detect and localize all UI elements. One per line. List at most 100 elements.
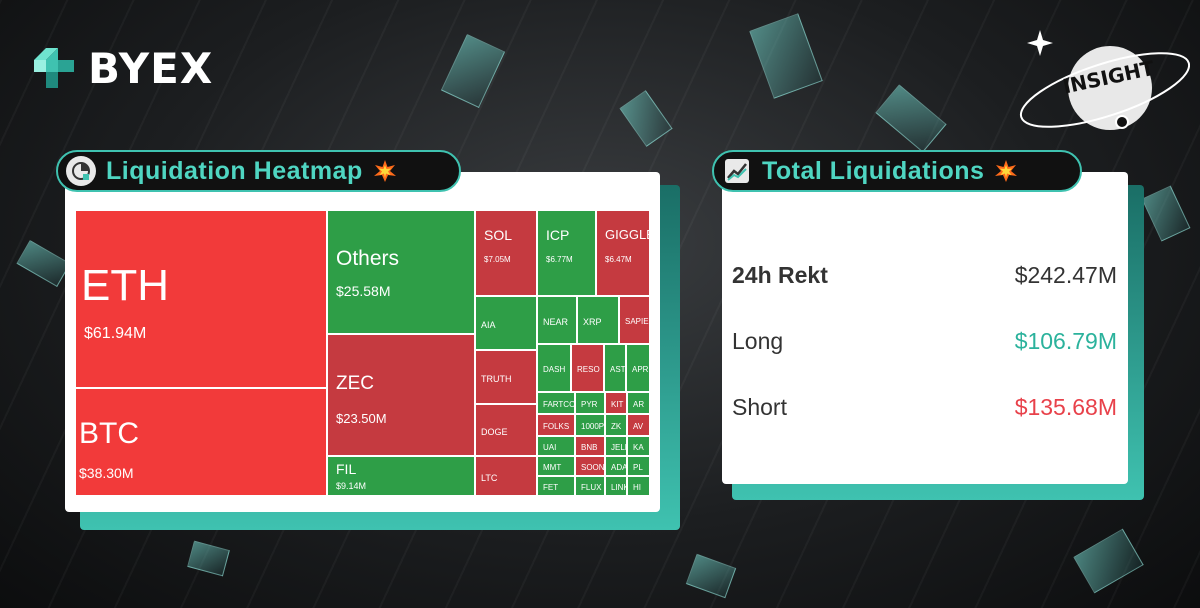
- brand-logo: BYEX: [28, 42, 213, 94]
- tile-symbol: ZK: [611, 422, 622, 431]
- sparkle-icon: [1027, 30, 1053, 56]
- tile-value: $6.47M: [605, 255, 632, 264]
- brand-name: BYEX: [88, 43, 214, 93]
- treemap-tile-ast: AST: [604, 344, 626, 392]
- tile-symbol: ICP: [546, 227, 570, 243]
- treemap-tile-apr: APR: [626, 344, 650, 392]
- treemap-tile-fet: FET: [537, 476, 575, 496]
- tile-symbol: XRP: [583, 316, 602, 327]
- treemap-tile-fil: FIL $9.14M: [327, 456, 475, 496]
- treemap-tile-bnb: BNB: [575, 436, 605, 456]
- tile-symbol: ETH: [81, 261, 169, 310]
- tile-symbol: UAI: [543, 443, 557, 452]
- total-label: Long: [732, 328, 784, 354]
- treemap-tile-others: Others $25.58M: [327, 210, 475, 334]
- treemap-tile-btc: BTC $38.30M: [75, 388, 327, 496]
- treemap-tile-near: NEAR: [537, 296, 577, 344]
- tile-symbol: BTC: [79, 417, 139, 450]
- tile-symbol: RESO: [577, 365, 600, 374]
- treemap-tile-sol: SOL $7.05M: [475, 210, 537, 296]
- tile-symbol: NEAR: [543, 316, 569, 327]
- treemap-tile-ltc: LTC: [475, 456, 537, 496]
- tile-symbol: AV: [633, 422, 644, 431]
- treemap-tile-mmt: MMT: [537, 456, 575, 476]
- totals-panel: [722, 172, 1128, 484]
- tile-symbol: HI: [633, 483, 641, 492]
- total-value: $106.79M: [1014, 328, 1117, 354]
- tile-value: $38.30M: [79, 465, 134, 481]
- treemap-tile-kit: KIT: [605, 392, 627, 414]
- tile-symbol: SOL: [484, 227, 513, 243]
- tile-symbol: BNB: [581, 443, 598, 452]
- tile-symbol: KIT: [611, 400, 624, 409]
- treemap-tile-eth: ETH $61.94M: [75, 210, 327, 388]
- tile-symbol: LTC: [481, 472, 498, 483]
- byex-logo-icon: [34, 48, 74, 88]
- total-label: 24h Rekt: [732, 262, 828, 288]
- treemap-tile-av: AV: [627, 414, 650, 436]
- tile-symbol: DOGE: [481, 426, 508, 437]
- total-value: $242.47M: [1014, 262, 1117, 288]
- tile-symbol: KA: [633, 443, 644, 452]
- collision-emoji-icon: [373, 160, 396, 182]
- treemap-tile-dash: DASH: [537, 344, 571, 392]
- treemap-tile-hi: HI: [627, 476, 650, 496]
- heatmap-panel-header: Liquidation Heatmap: [56, 150, 461, 192]
- tile-symbol: TRUTH: [481, 373, 512, 384]
- total-value: $135.68M: [1014, 394, 1117, 420]
- tile-symbol: GIGGLE: [605, 227, 650, 242]
- insight-badge: INSIGHT: [1019, 30, 1190, 130]
- treemap-tile-pyr: PYR: [575, 392, 605, 414]
- tile-symbol: ADA: [611, 463, 627, 472]
- tile-value: $9.14M: [336, 481, 367, 491]
- tile-value: $61.94M: [84, 325, 147, 342]
- treemap-tile-sapie: SAPIE: [619, 296, 650, 344]
- tile-symbol: FOLKS: [543, 422, 570, 431]
- treemap-tile-ada: ADA: [605, 456, 627, 476]
- tile-symbol: PYR: [581, 400, 598, 409]
- treemap-tile-link: LINK: [605, 476, 627, 496]
- totals-title: Total Liquidations: [762, 156, 985, 185]
- tile-value: $23.50M: [336, 411, 387, 426]
- treemap-tile-ar: AR: [627, 392, 650, 414]
- tile-symbol: 1000P: [581, 422, 605, 431]
- tile-symbol: DASH: [543, 365, 566, 374]
- treemap-tile-xrp: XRP: [577, 296, 619, 344]
- treemap-tile-fartco: FARTCO: [537, 392, 575, 414]
- tile-symbol: AST: [610, 365, 626, 374]
- tile-symbol: Others: [336, 247, 400, 270]
- tile-value: $25.58M: [336, 283, 391, 299]
- treemap-tile-pl: PL: [627, 456, 650, 476]
- treemap-tile-1000p: 1000P: [575, 414, 605, 436]
- heatmap-title: Liquidation Heatmap: [106, 156, 363, 185]
- tile-value: $7.05M: [484, 255, 511, 264]
- tile-symbol: APR: [632, 365, 649, 374]
- treemap-tile-reso: RESO: [571, 344, 604, 392]
- total-row-rekt: 24h Rekt $242.47M: [732, 262, 1117, 289]
- tile-symbol: LINK: [611, 483, 626, 492]
- treemap-tile-truth: TRUTH: [475, 350, 537, 404]
- treemap-tile-aia: AIA: [475, 296, 537, 350]
- tile-symbol: FLUX: [581, 483, 602, 492]
- treemap-tile-soon: SOON: [575, 456, 605, 476]
- treemap-tile-jell: JELL: [605, 436, 627, 456]
- treemap-tile-uai: UAI: [537, 436, 575, 456]
- tile-symbol: JELL: [611, 443, 626, 452]
- tile-symbol: ZEC: [336, 373, 374, 394]
- tile-symbol: SAPIE: [625, 317, 649, 326]
- trend-chart-icon: [722, 156, 752, 186]
- tile-symbol: AR: [633, 400, 645, 409]
- treemap-tile-folks: FOLKS: [537, 414, 575, 436]
- total-row-short: Short $135.68M: [732, 394, 1117, 421]
- treemap-tile-zk: ZK: [605, 414, 627, 436]
- tile-symbol: AIA: [481, 319, 496, 330]
- treemap-tile-icp: ICP $6.77M: [537, 210, 596, 296]
- liquidation-treemap: ETH $61.94M BTC $38.30M Others $25.58M ZEC $23.…: [75, 210, 650, 496]
- treemap-tile-flux: FLUX: [575, 476, 605, 496]
- tile-symbol: FIL: [336, 461, 357, 477]
- tile-symbol: SOON: [581, 463, 605, 472]
- total-label: Short: [732, 394, 787, 420]
- treemap-tile-giggle: GIGGLE $6.47M: [596, 210, 650, 296]
- collision-emoji-icon: [995, 160, 1018, 182]
- tile-symbol: FET: [543, 483, 559, 492]
